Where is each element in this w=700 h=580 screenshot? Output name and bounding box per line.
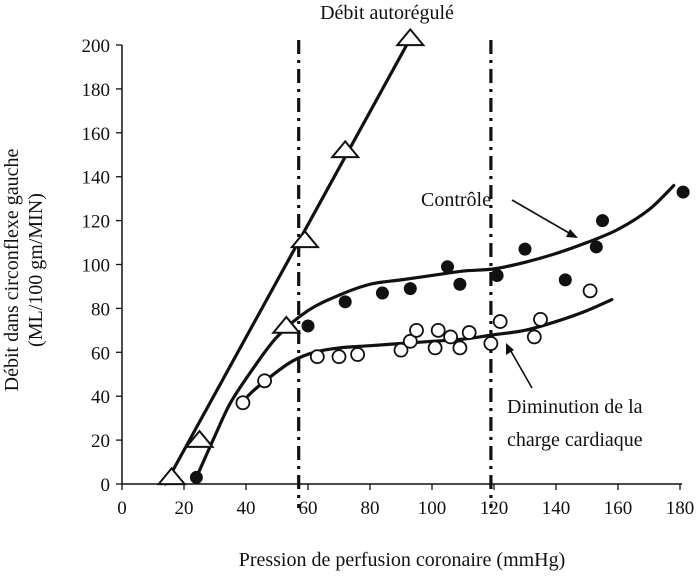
y-tick-label: 20 [91, 431, 110, 452]
annotation-diminution-line1: Diminution de la [507, 396, 643, 418]
y-tick-label: 180 [82, 80, 111, 101]
triangle-marker [156, 466, 187, 486]
filled-circle-marker [375, 286, 389, 300]
triangle-marker [330, 139, 361, 159]
open-circle-marker [409, 322, 424, 338]
x-tick-label: 120 [480, 498, 509, 519]
y-tick-label: 120 [82, 212, 111, 233]
open-circle-marker [533, 311, 548, 327]
open-circle-marker [430, 322, 446, 338]
y-tick-label: 60 [91, 343, 110, 364]
filled-circle-marker [301, 319, 315, 333]
fit-curve-diminution [238, 298, 614, 407]
x-tick-label: 40 [237, 498, 256, 519]
x-tick-label: 180 [666, 498, 695, 519]
vertical-reference-lines [297, 40, 493, 508]
filled-circle-marker [558, 273, 572, 287]
x-tick-label: 160 [604, 498, 633, 519]
fit-line-autoregule [163, 36, 412, 486]
y-axis-title-line2: (ML/100 gm/MIN) [25, 193, 47, 347]
annotation-controle: Contrôle [421, 189, 491, 211]
filled-circle-marker [589, 240, 603, 254]
filled-circle-marker [490, 268, 504, 282]
triangle-marker [184, 429, 215, 448]
annotation-diminution-arrow-line [507, 345, 533, 389]
data-markers [156, 27, 690, 486]
open-circle-marker [402, 333, 418, 349]
y-axis-title-line1: Débit dans circonflexe gauche [1, 149, 23, 392]
annotation-diminution-arrowhead [506, 343, 514, 355]
annotation-controle-arrowhead [566, 229, 578, 238]
open-circle-marker [235, 395, 251, 411]
x-tick-label: 140 [542, 498, 571, 519]
x-tick-label: 80 [361, 498, 380, 519]
filled-circle-marker [676, 185, 690, 199]
y-tick-label: 80 [91, 299, 110, 320]
open-circle-marker [427, 340, 443, 356]
open-circle-marker [443, 329, 459, 345]
open-circle-marker [309, 349, 325, 365]
filled-circle-marker [441, 260, 454, 274]
triangle-marker [271, 315, 302, 334]
open-circle-marker [331, 349, 347, 365]
open-circle-marker [257, 373, 273, 389]
x-tick-label: 60 [299, 498, 318, 519]
filled-circle-marker [338, 295, 352, 309]
open-circle-marker [526, 329, 542, 345]
y-tick-label: 140 [82, 168, 111, 189]
triangle-marker [289, 229, 321, 249]
open-circle-marker [492, 314, 508, 329]
triangle-marker [395, 27, 426, 47]
filled-circle-marker [596, 214, 609, 228]
filled-circle-marker [453, 277, 467, 291]
y-tick-label: 160 [82, 124, 111, 145]
y-tick-label: 40 [91, 387, 110, 408]
y-tick-label: 100 [82, 256, 111, 277]
annotation-controle-arrow-line [511, 199, 577, 238]
filled-circle-marker [189, 470, 203, 484]
open-circle-marker [393, 342, 409, 358]
open-circle-marker [582, 283, 598, 299]
y-tick-label: 200 [82, 36, 111, 57]
annotation-diminution-line2: charge cardiaque [507, 429, 643, 451]
axes: 0 20 40 60 80 100 120 140 160 180 0 20 40 60 80 100 120 1… [82, 36, 695, 519]
open-circle-marker [483, 336, 499, 351]
x-tick-label: 100 [418, 498, 447, 519]
open-circle-marker [461, 325, 477, 340]
x-tick-label: 0 [117, 498, 127, 519]
open-circle-marker [452, 340, 468, 356]
annotations: Débit autorégulé Contrôle Diminution de … [320, 2, 643, 451]
open-circle-marker [350, 347, 366, 362]
filled-circle-marker [518, 242, 532, 256]
x-axis-title: Pression de perfusion coronaire (mmHg) [239, 549, 566, 571]
annotation-debit-autoregule: Débit autorégulé [320, 2, 454, 24]
y-tick-label: 0 [101, 475, 111, 496]
fit-curve-controle [194, 183, 676, 480]
x-tick-label: 20 [175, 498, 194, 519]
filled-circle-marker [403, 282, 417, 296]
